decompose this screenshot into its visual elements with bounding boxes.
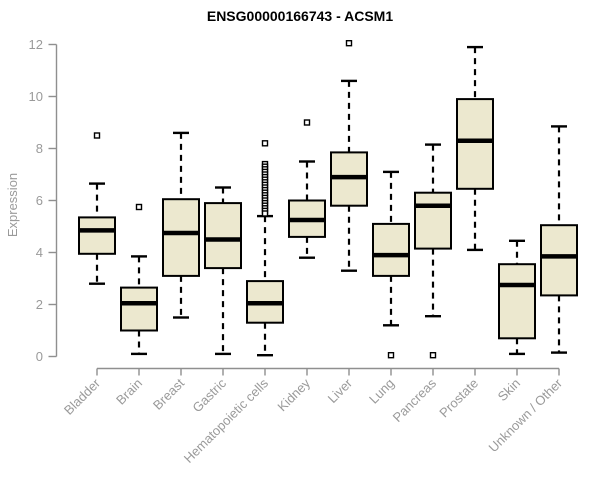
iqr-box [456,98,494,190]
outlier-point [429,352,437,359]
y-tick-label: 4 [36,245,43,260]
chart-title: ENSG00000166743 - ACSM1 [206,8,394,24]
x-category-label: Bladder [61,375,104,418]
box-group-breast [162,131,200,319]
box-group-kidney [288,119,326,259]
box-group-gastric [204,186,242,356]
x-category-label: Lung [366,376,397,407]
box-group-liver [330,40,368,272]
x-category-label: Unknown / Other [486,375,566,455]
x-category-label: Liver [325,375,356,406]
outlier-point [387,352,395,359]
box-group-unknown-other [540,125,578,354]
box-group-bladder [78,132,116,285]
y-tick-label: 12 [29,37,43,52]
box-group-lung [372,170,410,359]
iqr-box [78,216,116,255]
box-group-brain [120,203,158,356]
box-group-prostate [456,45,494,252]
iqr-box [162,198,200,277]
outlier-point [345,40,353,47]
x-category-label: Prostate [436,376,481,421]
y-tick-label: 8 [36,141,43,156]
outlier-point [135,203,143,211]
y-axis-title: Expression [5,172,20,238]
y-tick-label: 6 [36,193,43,208]
x-category-label: Kidney [274,375,313,414]
box-group-skin [498,239,536,356]
x-category-label: Pancreas [390,375,440,425]
x-category-label: Brain [113,376,145,408]
iqr-box [204,202,242,270]
x-category-label: Breast [150,375,187,412]
iqr-box [540,224,578,297]
y-tick-label: 0 [36,349,43,364]
outlier-point [93,132,101,139]
iqr-box [120,286,158,332]
box-group-hematopoietic-cells [246,140,284,357]
x-category-label: Skin [495,376,523,404]
y-tick-label: 10 [29,89,43,104]
iqr-box [498,263,536,340]
iqr-box [414,191,452,250]
box-group-pancreas [414,143,452,359]
outlier-point [261,140,269,147]
y-tick-label: 2 [36,297,43,312]
iqr-box [372,222,410,277]
outlier-point [261,210,269,217]
x-category-label: Gastric [189,375,229,415]
outlier-point [303,119,311,126]
